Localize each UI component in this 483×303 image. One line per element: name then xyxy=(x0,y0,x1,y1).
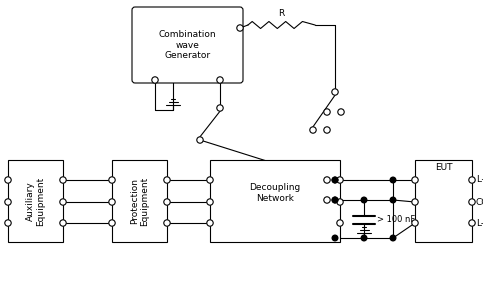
Circle shape xyxy=(5,220,11,226)
Text: L-: L- xyxy=(476,218,483,228)
Circle shape xyxy=(207,199,213,205)
Circle shape xyxy=(238,25,242,31)
Circle shape xyxy=(332,89,338,95)
Text: R: R xyxy=(278,8,284,18)
Circle shape xyxy=(361,197,367,203)
Circle shape xyxy=(207,220,213,226)
Text: Protection
Equipment: Protection Equipment xyxy=(130,176,149,226)
Circle shape xyxy=(338,199,342,205)
Text: EUT: EUT xyxy=(435,164,452,172)
Circle shape xyxy=(311,127,315,133)
Circle shape xyxy=(325,197,329,203)
Circle shape xyxy=(412,177,418,183)
Bar xyxy=(8,160,63,242)
Circle shape xyxy=(325,127,329,133)
Circle shape xyxy=(390,197,396,203)
Circle shape xyxy=(390,177,396,183)
Circle shape xyxy=(332,235,338,241)
Circle shape xyxy=(198,137,202,143)
Circle shape xyxy=(412,220,418,226)
Bar xyxy=(415,160,472,242)
Circle shape xyxy=(110,220,114,226)
Circle shape xyxy=(469,220,475,226)
Circle shape xyxy=(164,177,170,183)
Circle shape xyxy=(390,235,396,241)
Circle shape xyxy=(5,177,11,183)
Text: Combination
wave
Generator: Combination wave Generator xyxy=(159,30,216,60)
Circle shape xyxy=(325,177,329,183)
Circle shape xyxy=(60,177,66,183)
Circle shape xyxy=(469,177,475,183)
Circle shape xyxy=(338,220,342,226)
Circle shape xyxy=(412,199,418,205)
Circle shape xyxy=(60,220,66,226)
Circle shape xyxy=(325,109,329,115)
Circle shape xyxy=(332,197,338,203)
Circle shape xyxy=(332,177,338,183)
Circle shape xyxy=(339,109,343,115)
Circle shape xyxy=(361,235,367,241)
Circle shape xyxy=(217,105,223,111)
Bar xyxy=(210,160,340,242)
Circle shape xyxy=(332,177,338,183)
Circle shape xyxy=(110,177,114,183)
Text: Decoupling
Network: Decoupling Network xyxy=(249,183,300,203)
Text: L+: L+ xyxy=(476,175,483,185)
FancyBboxPatch shape xyxy=(132,7,243,83)
Circle shape xyxy=(164,199,170,205)
Bar xyxy=(112,160,167,242)
Circle shape xyxy=(217,77,223,83)
Circle shape xyxy=(338,177,342,183)
Circle shape xyxy=(207,177,213,183)
Circle shape xyxy=(469,199,475,205)
Circle shape xyxy=(110,199,114,205)
Circle shape xyxy=(332,197,338,203)
Text: > 100 nF: > 100 nF xyxy=(377,215,415,225)
Circle shape xyxy=(153,77,157,83)
Circle shape xyxy=(60,199,66,205)
Text: Auxiliary
Equipment: Auxiliary Equipment xyxy=(26,176,45,226)
Circle shape xyxy=(5,199,11,205)
Text: CQ: CQ xyxy=(476,198,483,207)
Circle shape xyxy=(164,220,170,226)
